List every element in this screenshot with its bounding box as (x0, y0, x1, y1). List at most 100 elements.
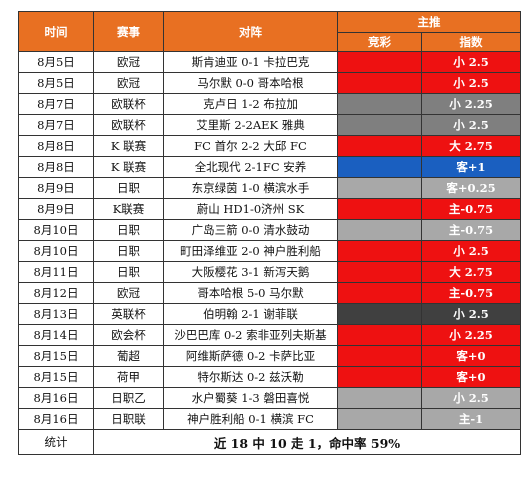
match-cell: FC 首尔 2-2 大邱 FC (163, 135, 338, 157)
match-row: 8月14日 欧会杯 沙巴巴库 0-2 索非亚列夫斯基 小 2.25 (18, 324, 521, 346)
date-cell: 8月9日 (18, 198, 94, 220)
league-cell: 日职 (93, 261, 164, 283)
date-cell: 8月9日 (18, 177, 94, 199)
match-row: 8月9日 K联赛 蔚山 HD1-0济州 SK 主-0.75 (18, 198, 521, 220)
index-cell: 大 2.75 (421, 261, 521, 283)
summary-text: 近 18 中 10 走 1，命中率 59% (93, 429, 521, 455)
match-cell: 马尔默 0-0 哥本哈根 (163, 72, 338, 94)
match-row: 8月8日 K 联赛 全北现代 2-1FC 安养 客+1 (18, 156, 521, 178)
league-cell: 日职乙 (93, 387, 164, 409)
index-cell: 小 2.5 (421, 114, 521, 136)
league-cell: 荷甲 (93, 366, 164, 388)
jingcai-cell (337, 408, 422, 430)
match-row: 8月9日 日职 东京绿茵 1-0 横滨水手 客+0.25 (18, 177, 521, 199)
match-row: 8月5日 欧冠 马尔默 0-0 哥本哈根 小 2.5 (18, 72, 521, 94)
match-cell: 哥本哈根 5-0 马尔默 (163, 282, 338, 304)
index-cell: 小 2.5 (421, 51, 521, 73)
index-cell: 客+1 (421, 156, 521, 178)
index-cell: 小 2.5 (421, 387, 521, 409)
jingcai-cell (337, 324, 422, 346)
jingcai-cell (337, 261, 422, 283)
jingcai-cell (337, 240, 422, 262)
date-cell: 8月16日 (18, 387, 94, 409)
match-cell: 水户蜀葵 1-3 磐田喜悦 (163, 387, 338, 409)
jingcai-cell (337, 177, 422, 199)
jingcai-cell (337, 135, 422, 157)
match-row: 8月16日 日职乙 水户蜀葵 1-3 磐田喜悦 小 2.5 (18, 387, 521, 409)
match-row: 8月10日 日职 广岛三箭 0-0 清水鼓动 主-0.75 (18, 219, 521, 241)
jingcai-cell (337, 282, 422, 304)
jingcai-cell (337, 198, 422, 220)
index-cell: 小 2.25 (421, 93, 521, 115)
jingcai-cell (337, 72, 422, 94)
index-cell: 小 2.5 (421, 72, 521, 94)
league-cell: 英联杯 (93, 303, 164, 325)
match-cell: 克卢日 1-2 布拉加 (163, 93, 338, 115)
index-cell: 主-0.75 (421, 198, 521, 220)
league-cell: 欧联杯 (93, 114, 164, 136)
match-row: 8月13日 英联杯 伯明翰 2-1 谢菲联 小 2.5 (18, 303, 521, 325)
index-cell: 客+0 (421, 345, 521, 367)
jingcai-cell (337, 387, 422, 409)
league-cell: 欧冠 (93, 282, 164, 304)
index-cell: 小 2.25 (421, 324, 521, 346)
league-cell: 欧冠 (93, 72, 164, 94)
index-cell: 主-0.75 (421, 219, 521, 241)
match-row: 8月16日 日职联 神户胜利船 0-1 横滨 FC 主-1 (18, 408, 521, 430)
jingcai-cell (337, 219, 422, 241)
league-cell: 葡超 (93, 345, 164, 367)
date-cell: 8月5日 (18, 51, 94, 73)
league-cell: 日职 (93, 240, 164, 262)
league-cell: 日职 (93, 177, 164, 199)
date-cell: 8月15日 (18, 366, 94, 388)
match-cell: 沙巴巴库 0-2 索非亚列夫斯基 (163, 324, 338, 346)
jingcai-cell (337, 51, 422, 73)
index-cell: 小 2.5 (421, 303, 521, 325)
jingcai-cell (337, 93, 422, 115)
record-table-wrapper: 时间 赛事 对阵 主推 竞彩 指数 8月5日 欧冠 斯肯迪亚 0-1 卡拉巴克小 2… (18, 11, 521, 455)
date-cell: 8月13日 (18, 303, 94, 325)
index-cell: 主-1 (421, 408, 521, 430)
jingcai-cell (337, 156, 422, 178)
header-jingcai: 竞彩 (337, 32, 422, 52)
match-cell: 全北现代 2-1FC 安养 (163, 156, 338, 178)
match-cell: 广岛三箭 0-0 清水鼓动 (163, 219, 338, 241)
record-rows: 8月5日 欧冠 斯肯迪亚 0-1 卡拉巴克小 2.5 8月5日 欧冠 马尔默 0-0 哥本… (18, 51, 521, 430)
date-cell: 8月15日 (18, 345, 94, 367)
jingcai-cell (337, 114, 422, 136)
league-cell: 欧联杯 (93, 93, 164, 115)
date-cell: 8月7日 (18, 114, 94, 136)
summary-row: 统计 近 18 中 10 走 1，命中率 59% (18, 429, 521, 455)
match-cell: 神户胜利船 0-1 横滨 FC (163, 408, 338, 430)
league-cell: K 联赛 (93, 156, 164, 178)
league-cell: K 联赛 (93, 135, 164, 157)
header-main-tip: 主推 (337, 11, 521, 33)
match-cell: 东京绿茵 1-0 横滨水手 (163, 177, 338, 199)
match-cell: 町田泽维亚 2-0 神户胜利船 (163, 240, 338, 262)
match-row: 8月7日 欧联杯 艾里斯 2-2AEK 雅典 小 2.5 (18, 114, 521, 136)
date-cell: 8月14日 (18, 324, 94, 346)
match-cell: 斯肯迪亚 0-1 卡拉巴克 (163, 51, 338, 73)
match-row: 8月15日 葡超 阿维斯萨德 0-2 卡萨比亚 客+0 (18, 345, 521, 367)
match-cell: 特尔斯达 0-2 兹沃勒 (163, 366, 338, 388)
league-cell: 欧冠 (93, 51, 164, 73)
match-cell: 艾里斯 2-2AEK 雅典 (163, 114, 338, 136)
match-cell: 阿维斯萨德 0-2 卡萨比亚 (163, 345, 338, 367)
league-cell: 日职联 (93, 408, 164, 430)
match-cell: 大阪樱花 3-1 新泻天鹅 (163, 261, 338, 283)
header-index: 指数 (421, 32, 521, 52)
index-cell: 主-0.75 (421, 282, 521, 304)
index-cell: 客+0.25 (421, 177, 521, 199)
match-cell: 蔚山 HD1-0济州 SK (163, 198, 338, 220)
header-time: 时间 (18, 11, 94, 52)
summary-label: 统计 (18, 429, 94, 455)
league-cell: 欧会杯 (93, 324, 164, 346)
index-cell: 客+0 (421, 366, 521, 388)
match-row: 8月12日 欧冠 哥本哈根 5-0 马尔默 主-0.75 (18, 282, 521, 304)
match-cell: 伯明翰 2-1 谢菲联 (163, 303, 338, 325)
date-cell: 8月10日 (18, 240, 94, 262)
header-league: 赛事 (93, 11, 164, 52)
prediction-record-table: 时间 赛事 对阵 主推 竞彩 指数 8月5日 欧冠 斯肯迪亚 0-1 卡拉巴克小 2… (18, 11, 521, 455)
index-cell: 大 2.75 (421, 135, 521, 157)
match-row: 8月11日 日职 大阪樱花 3-1 新泻天鹅 大 2.75 (18, 261, 521, 283)
